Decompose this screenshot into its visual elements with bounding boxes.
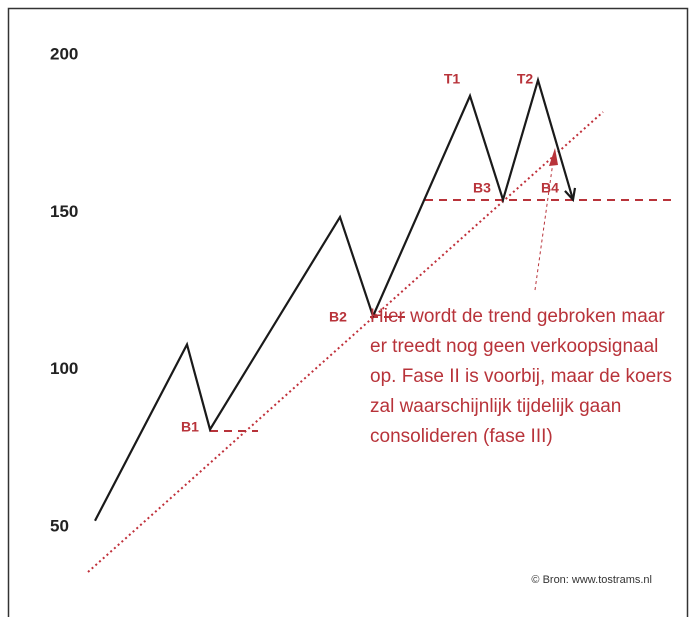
y-tick-label: 50	[50, 516, 69, 535]
source: © Bron: www.tostrams.nl	[531, 574, 652, 586]
annotation-line: Hier wordt de trend gebroken maar	[370, 306, 665, 327]
trend-line	[87, 111, 604, 573]
annotation-line: op. Fase II is voorbij, maar de koers	[370, 366, 672, 387]
annotation-line: zal waarschijnlijk tijdelijk gaan	[370, 396, 621, 417]
y-tick-label: 150	[50, 202, 78, 221]
point-label: B4	[541, 180, 559, 196]
point-label: B2	[329, 309, 347, 325]
pointer-arrow	[549, 148, 558, 166]
frame	[7, 7, 689, 617]
annotation-line: consolideren (fase III)	[370, 426, 553, 447]
point-label: T2	[517, 71, 534, 87]
point-label: B1	[181, 419, 199, 435]
annotation-line: er treedt nog geen verkoopsignaal	[370, 336, 658, 357]
price-line	[94, 76, 575, 522]
point-label: T1	[444, 71, 461, 87]
y-tick-label: 200	[50, 44, 78, 63]
point-label: B3	[473, 180, 491, 196]
arrow-head	[564, 187, 577, 203]
y-tick-label: 100	[50, 359, 78, 378]
